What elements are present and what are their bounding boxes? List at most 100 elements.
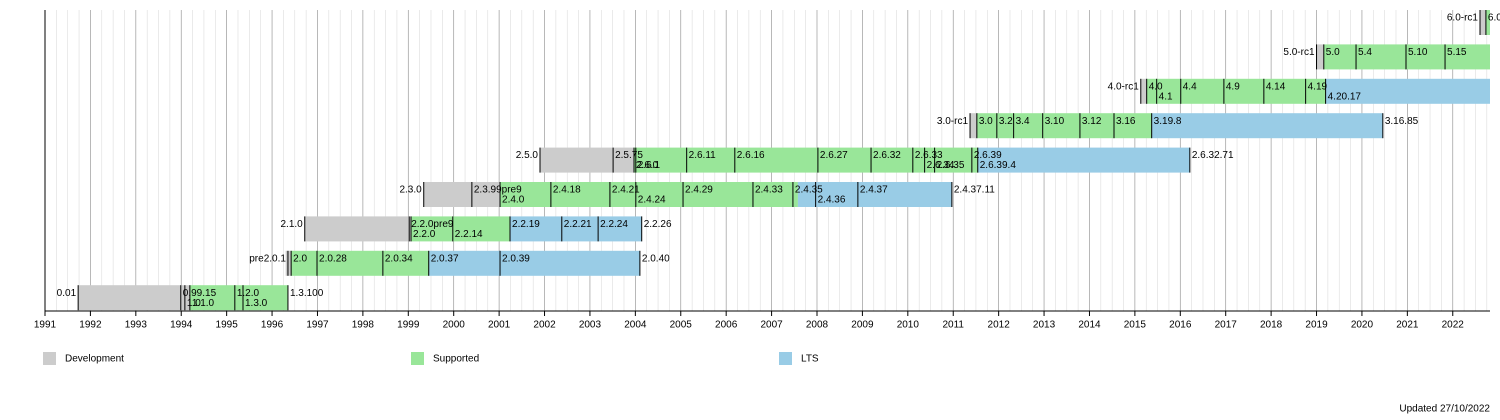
phase-bar (1151, 113, 1383, 139)
release-label: 2.6.39.4 (980, 160, 1017, 171)
x-tick-label: 2009 (851, 320, 874, 331)
release-label: 2.4.18 (553, 185, 581, 196)
x-tick-label: 2005 (670, 320, 693, 331)
phase-bar (1146, 78, 1326, 104)
release-label: 2.6.33 (915, 150, 943, 161)
release-label: 2.6.27 (820, 150, 848, 161)
x-tick-label: 1991 (34, 320, 57, 331)
release-label: 2.5.75 (615, 150, 643, 161)
legend-swatch (779, 352, 792, 365)
x-tick-label: 1997 (306, 320, 329, 331)
x-tick-label: 1996 (261, 320, 284, 331)
phase-bar (1485, 10, 1490, 35)
release-label: 2.6.11 (689, 150, 716, 161)
release-label: 2.5.0 (516, 150, 539, 161)
release-label: 2.6.34 (927, 160, 955, 171)
x-tick-label: 2018 (1260, 320, 1283, 331)
release-label: 2.3.99pre9 (474, 185, 522, 196)
release-label: 5.4 (1358, 47, 1372, 58)
release-label: 4.14 (1266, 81, 1286, 92)
release-label: 2.2.0pre9 (411, 219, 454, 230)
x-tick-label: 2001 (488, 320, 511, 331)
x-tick-label: 1994 (170, 320, 193, 331)
release-label: 4.19 (1308, 81, 1328, 92)
phase-bar (1323, 44, 1490, 70)
release-label: pre2.0.1 (249, 253, 286, 264)
release-label: 5.10 (1408, 47, 1428, 58)
release-label: 2.6.32.71 (1192, 150, 1234, 161)
release-label: 2.6.0 (636, 160, 659, 171)
release-label: 2.0.28 (319, 253, 347, 264)
release-label: 3.19.8 (1154, 116, 1182, 127)
legend-label: Development (65, 354, 124, 365)
release-label: 1.1.0 (192, 298, 215, 309)
release-label: 2.0 (293, 253, 307, 264)
release-label: 4.9 (1226, 81, 1240, 92)
release-label: 1.3.100 (290, 288, 324, 299)
release-label: 3.16 (1116, 116, 1136, 127)
release-label: 5.15 (1447, 47, 1467, 58)
release-label: 6.0-rc1 (1447, 13, 1479, 24)
legend-swatch (43, 352, 56, 365)
release-label: 5.0-rc1 (1283, 47, 1315, 58)
x-tick-label: 2020 (1351, 320, 1374, 331)
phase-bar (1316, 44, 1324, 70)
phase-bar (428, 250, 640, 276)
release-label: 2.6.1 (638, 160, 661, 171)
release-label: 4.20.17 (1328, 91, 1362, 102)
phase-bar (78, 285, 190, 311)
phase-bar (1140, 78, 1147, 104)
x-tick-label: 2016 (1169, 320, 1192, 331)
x-tick-label: 2007 (760, 320, 783, 331)
x-tick-label: 2008 (806, 320, 829, 331)
x-tick-label: 2004 (624, 320, 647, 331)
x-tick-label: 2022 (1442, 320, 1465, 331)
release-label: 2.2.21 (564, 219, 592, 230)
release-label: 2.2.19 (512, 219, 540, 230)
phase-bar (189, 285, 288, 311)
phase-bar (500, 182, 798, 207)
phase-bar (977, 147, 1190, 173)
release-label: 2.1.0 (281, 219, 304, 230)
release-label: 2.3.0 (399, 185, 422, 196)
release-label: 2.2.0 (413, 229, 436, 240)
phase-bar (633, 147, 978, 173)
legend-swatch (411, 352, 424, 365)
release-label: 2.4.21 (612, 185, 640, 196)
release-label: 1.2.0 (237, 288, 260, 299)
phase-bar (291, 250, 429, 276)
x-tick-label: 2017 (1215, 320, 1238, 331)
phase-bar (304, 216, 412, 242)
x-tick-label: 1993 (125, 320, 148, 331)
x-tick-label: 2015 (1124, 320, 1147, 331)
release-label: 2.4.33 (755, 185, 783, 196)
release-label: 1.3.0 (245, 298, 268, 309)
release-label: 2.0.39 (502, 253, 530, 264)
x-tick-label: 2000 (443, 320, 466, 331)
release-label: 2.0.37 (431, 253, 459, 264)
x-tick-label: 1998 (352, 320, 375, 331)
release-label: 3.2 (999, 116, 1013, 127)
release-label: 2.4.36 (818, 195, 846, 206)
release-label: 3.0 (979, 116, 993, 127)
release-label: 3.4 (1016, 116, 1030, 127)
release-label: 4.0 (1149, 81, 1163, 92)
phase-bar (1325, 78, 1490, 104)
x-tick-label: 2012 (988, 320, 1011, 331)
x-tick-label: 2006 (715, 320, 738, 331)
x-tick-label: 1992 (79, 320, 102, 331)
legend-label: Supported (433, 354, 479, 365)
release-label: 2.2.14 (455, 229, 483, 240)
phase-bar (976, 113, 1152, 139)
release-label: 2.0.40 (642, 253, 670, 264)
release-label: 3.16.85 (1385, 116, 1419, 127)
phase-bar (797, 182, 952, 207)
phase-bar (510, 216, 642, 242)
release-label: 0.01 (57, 288, 77, 299)
x-tick-label: 2021 (1396, 320, 1419, 331)
x-tick-label: 2013 (1033, 320, 1056, 331)
release-label: 2.4.0 (502, 195, 525, 206)
x-tick-label: 1995 (216, 320, 239, 331)
release-label: 2.0.34 (385, 253, 413, 264)
